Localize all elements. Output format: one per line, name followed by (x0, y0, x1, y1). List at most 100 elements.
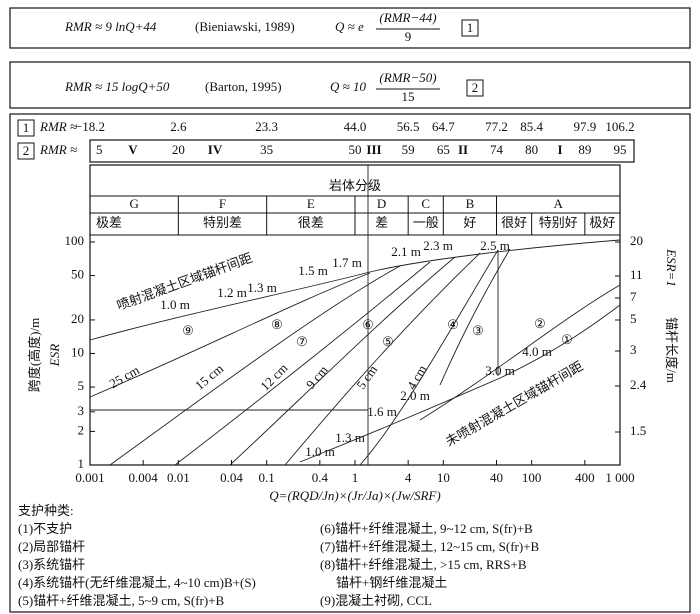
spacing-label: 1.6 m (367, 404, 397, 419)
y-tick-label: 100 (65, 233, 85, 248)
rock-quality: 特别差 (203, 215, 242, 230)
region-label: ⑥ (362, 317, 374, 332)
rock-group: A (554, 196, 564, 211)
tag-box (17, 142, 35, 160)
rock-group: F (219, 196, 226, 211)
x-tick-label: 400 (575, 470, 595, 485)
legend-item: (9)混凝土衬砌, CCL (320, 593, 432, 608)
rock-quality: 很差 (298, 215, 324, 230)
rmr-value: 59 (402, 142, 415, 157)
y2-tick-label: 7 (630, 289, 637, 304)
support-curve (439, 248, 511, 386)
reference-line (90, 165, 369, 465)
x-tick-label: 0.1 (259, 470, 275, 485)
rmr-value: 89 (578, 142, 591, 157)
support-curve (419, 284, 621, 421)
support-curve (174, 261, 431, 466)
rock-quality: 很好 (501, 215, 527, 230)
rock-class-roman: III (366, 142, 381, 157)
rmr-label: RMR ≈ (39, 142, 77, 157)
rmr-value: 50 (348, 142, 361, 157)
rock-quality: 一般 (413, 215, 439, 230)
formula-q: Q ≈ 10 (330, 79, 367, 94)
region-label: ⑧ (271, 317, 283, 332)
support-curve (89, 272, 371, 398)
y2-tick-label: 11 (630, 267, 643, 282)
y2-tick-label: 2.4 (630, 377, 647, 392)
spacing-label: 2.3 m (423, 238, 453, 253)
spacing-label: 1.0 m (160, 297, 190, 312)
region-label: ⑨ (182, 323, 194, 338)
rock-class-roman: V (128, 142, 138, 157)
y2-tick-label: 3 (630, 342, 637, 357)
spacing-label: 1.3 m (335, 430, 365, 445)
legend-item: (3)系统锚杆 (18, 557, 85, 572)
spacing-label: 1.2 m (217, 285, 247, 300)
formula-box (9, 61, 691, 109)
formula-ref: (Bieniawski, 1989) (195, 19, 295, 34)
x-tick-label: 0.01 (167, 470, 190, 485)
rock-quality: 极好 (589, 215, 615, 230)
rmr-value: 77.2 (485, 119, 508, 134)
rock-quality: 好 (463, 215, 476, 230)
x-tick-label: 0.04 (220, 470, 243, 485)
thickness-label: 9 cm (303, 362, 331, 391)
spacing-label: 2.0 m (400, 388, 430, 403)
rmr-value: −18.2 (75, 119, 105, 134)
rmr-value: 74 (490, 142, 504, 157)
y2-tick-label: 5 (630, 311, 637, 326)
region-label: ① (561, 332, 573, 347)
support-curve (359, 249, 499, 466)
figure-box (9, 113, 691, 613)
y2-axis-label: 锚杆长度/m (664, 317, 679, 383)
formula-denominator: 15 (402, 89, 415, 104)
legend-item: (6)锚杆+纤维混凝土, 9~12 cm, S(fr)+B (320, 521, 533, 536)
y-tick-label: 3 (78, 403, 85, 418)
formula-numerator: (RMR−44) (379, 10, 436, 25)
legend-item: (8)锚杆+纤维混凝土, >15 cm, RRS+B (320, 557, 527, 572)
tag-box (461, 19, 479, 37)
tag-box (17, 119, 35, 137)
formula-tag: 2 (472, 80, 479, 95)
rmr-value: 80 (525, 142, 538, 157)
legend-item: 锚杆+钢纤维混凝土 (336, 575, 447, 590)
rmr-value: 23.3 (255, 119, 278, 134)
thickness-label: 5 cm (353, 362, 380, 392)
support-curve (229, 256, 456, 466)
formula-ref: (Barton, 1995) (205, 79, 282, 94)
y-axis-sublabel: ESR (47, 344, 62, 367)
x-tick-label: 100 (522, 470, 542, 485)
rock-group: C (421, 196, 430, 211)
tag-box (466, 79, 484, 97)
formula-box (9, 7, 691, 49)
y-tick-label: 1 (78, 456, 85, 471)
rock-quality: 差 (375, 215, 388, 230)
rock-class-roman: I (557, 142, 562, 157)
spacing-label: 1.0 m (305, 444, 335, 459)
legend-item: (1)不支护 (18, 521, 72, 536)
support-curve (109, 265, 401, 466)
formula-lhs: RMR ≈ 9 lnQ+44 (64, 19, 157, 34)
y-tick-label: 20 (71, 311, 84, 326)
spacing-label: 1.7 m (332, 255, 362, 270)
x-tick-label: 10 (437, 470, 450, 485)
support-curve (284, 252, 481, 466)
rmr-value: 44.0 (344, 119, 367, 134)
x-axis-label: Q=(RQD/Jn)×(Jr/Ja)×(Jw/SRF) (269, 488, 440, 503)
legend-item: (2)局部锚杆 (18, 539, 85, 554)
rock-group: B (466, 196, 475, 211)
rmr-value: 64.7 (432, 119, 455, 134)
spacing-label: 2.5 m (480, 238, 510, 253)
formula-lhs: RMR ≈ 15 logQ+50 (64, 79, 170, 94)
x-tick-label: 1 000 (605, 470, 634, 485)
x-tick-label: 0.001 (75, 470, 104, 485)
spacing-label: 1.5 m (298, 263, 328, 278)
rmr-value: 35 (260, 142, 273, 157)
rock-quality: 极差 (96, 215, 122, 230)
rmr-value: 85.4 (520, 119, 543, 134)
rmr-value: 5 (96, 142, 103, 157)
rmr-value: 56.5 (397, 119, 420, 134)
rmr-value: 95 (613, 142, 626, 157)
spacing-label: 1.3 m (247, 280, 277, 295)
